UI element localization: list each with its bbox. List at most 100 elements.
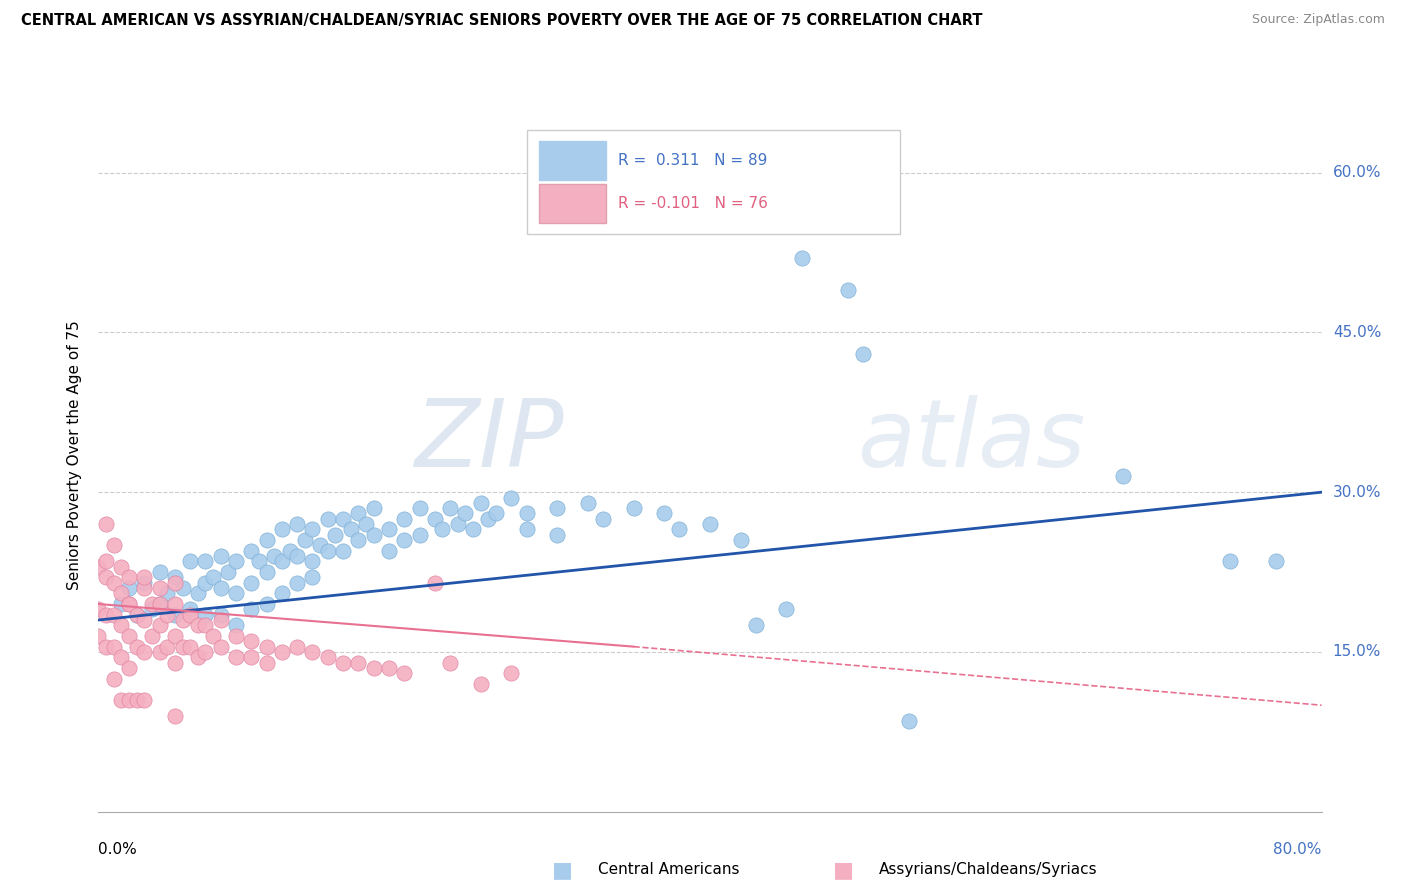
Point bbox=[156, 607, 179, 622]
Point bbox=[546, 528, 568, 542]
Point bbox=[179, 640, 201, 654]
Point bbox=[247, 554, 270, 568]
Point bbox=[225, 586, 247, 600]
Point bbox=[470, 496, 492, 510]
Point bbox=[217, 565, 239, 579]
Point bbox=[363, 528, 385, 542]
Point bbox=[163, 570, 186, 584]
Point bbox=[110, 650, 132, 665]
Point bbox=[309, 538, 332, 552]
FancyBboxPatch shape bbox=[538, 141, 606, 180]
Point bbox=[790, 251, 813, 265]
Point bbox=[270, 645, 292, 659]
Point bbox=[623, 501, 645, 516]
Text: atlas: atlas bbox=[856, 395, 1085, 486]
Point bbox=[285, 575, 308, 590]
Point bbox=[240, 634, 263, 648]
Y-axis label: Seniors Poverty Over the Age of 75: Seniors Poverty Over the Age of 75 bbox=[67, 320, 83, 590]
Point bbox=[149, 597, 172, 611]
Point bbox=[156, 640, 179, 654]
Point bbox=[141, 597, 163, 611]
Point bbox=[301, 523, 323, 537]
Point bbox=[240, 650, 263, 665]
Point bbox=[285, 549, 308, 563]
Point bbox=[897, 714, 920, 729]
Point bbox=[392, 666, 416, 681]
Point bbox=[256, 565, 278, 579]
Point bbox=[172, 581, 194, 595]
Point bbox=[110, 597, 132, 611]
Point bbox=[316, 650, 339, 665]
Point bbox=[301, 554, 323, 568]
Point bbox=[263, 549, 285, 563]
Point bbox=[1219, 554, 1241, 568]
FancyBboxPatch shape bbox=[538, 184, 606, 223]
Point bbox=[332, 656, 354, 670]
Point bbox=[270, 523, 292, 537]
Point bbox=[225, 554, 247, 568]
Point bbox=[240, 602, 263, 616]
Point bbox=[110, 586, 132, 600]
Point bbox=[134, 645, 156, 659]
Point bbox=[163, 607, 186, 622]
Point bbox=[194, 575, 217, 590]
Point bbox=[163, 597, 186, 611]
Point bbox=[163, 629, 186, 643]
Point bbox=[485, 507, 508, 521]
Point bbox=[408, 528, 430, 542]
Point bbox=[745, 618, 768, 632]
Point bbox=[730, 533, 752, 548]
Point bbox=[103, 672, 125, 686]
Point bbox=[209, 549, 232, 563]
Text: 60.0%: 60.0% bbox=[1333, 165, 1381, 180]
Point bbox=[179, 602, 201, 616]
Point bbox=[179, 607, 201, 622]
Point bbox=[347, 533, 370, 548]
Point bbox=[240, 543, 263, 558]
Point bbox=[187, 618, 209, 632]
Point bbox=[256, 640, 278, 654]
Point bbox=[378, 543, 401, 558]
Point bbox=[110, 559, 132, 574]
Point bbox=[470, 677, 492, 691]
Text: R = -0.101   N = 76: R = -0.101 N = 76 bbox=[619, 195, 768, 211]
Point bbox=[125, 693, 148, 707]
Point bbox=[432, 523, 454, 537]
Point bbox=[156, 586, 179, 600]
Point bbox=[378, 523, 401, 537]
Text: ZIP: ZIP bbox=[413, 395, 564, 486]
Point bbox=[1112, 469, 1135, 483]
Point bbox=[202, 570, 225, 584]
Point bbox=[501, 666, 523, 681]
Point bbox=[325, 528, 347, 542]
Point bbox=[516, 523, 538, 537]
Point bbox=[408, 501, 430, 516]
Point bbox=[301, 645, 323, 659]
Point bbox=[125, 640, 148, 654]
Point bbox=[163, 709, 186, 723]
Point bbox=[125, 607, 148, 622]
Text: ■: ■ bbox=[834, 860, 853, 880]
Point bbox=[576, 496, 599, 510]
Point bbox=[163, 575, 186, 590]
Point bbox=[187, 650, 209, 665]
Point bbox=[118, 693, 141, 707]
Point bbox=[270, 554, 292, 568]
Point bbox=[149, 597, 172, 611]
Point bbox=[118, 570, 141, 584]
Point bbox=[278, 543, 301, 558]
Point bbox=[668, 523, 690, 537]
Point bbox=[392, 512, 416, 526]
Point bbox=[256, 533, 278, 548]
Point bbox=[256, 656, 278, 670]
Point bbox=[301, 570, 323, 584]
Text: Assyrians/Chaldeans/Syriacs: Assyrians/Chaldeans/Syriacs bbox=[879, 863, 1097, 877]
Point bbox=[852, 347, 875, 361]
Point bbox=[270, 586, 292, 600]
Point bbox=[125, 607, 148, 622]
Point bbox=[172, 640, 194, 654]
Text: 15.0%: 15.0% bbox=[1333, 644, 1381, 659]
Point bbox=[134, 613, 156, 627]
Point bbox=[87, 629, 110, 643]
Point bbox=[187, 586, 209, 600]
